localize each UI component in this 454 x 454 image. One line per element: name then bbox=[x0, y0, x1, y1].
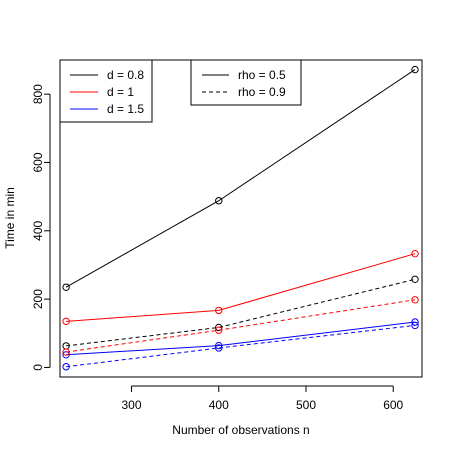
legend-box bbox=[59, 59, 153, 123]
series-line-0 bbox=[65, 69, 416, 288]
x-tick-label: 400 bbox=[209, 398, 229, 412]
y-axis-label: Time in min bbox=[3, 187, 17, 249]
series-line-5 bbox=[66, 324, 416, 368]
data-point bbox=[411, 249, 419, 258]
legend-box bbox=[190, 59, 302, 106]
y-axis: 0 200 400 600 800 bbox=[31, 84, 51, 371]
data-point bbox=[62, 283, 70, 291]
y-tick-label: 800 bbox=[31, 84, 45, 104]
data-point bbox=[215, 344, 223, 352]
legend-rho: rho = 0.5 rho = 0.9 bbox=[190, 59, 302, 106]
data-point bbox=[411, 65, 419, 74]
series-group bbox=[62, 65, 419, 371]
data-point bbox=[411, 318, 419, 326]
data-point bbox=[215, 306, 223, 315]
legend-label: d = 1.5 bbox=[107, 102, 144, 116]
x-tick-label: 300 bbox=[122, 398, 142, 412]
legend-label: d = 0.8 bbox=[107, 68, 144, 82]
data-point bbox=[62, 348, 70, 356]
data-point bbox=[215, 326, 223, 334]
x-tick-label: 500 bbox=[296, 398, 316, 412]
series-line-4 bbox=[66, 299, 416, 353]
data-point bbox=[411, 321, 419, 330]
y-tick-label: 0 bbox=[31, 364, 45, 371]
series-line-1 bbox=[66, 253, 416, 322]
legend-label: d = 1 bbox=[107, 85, 134, 99]
y-tick-label: 200 bbox=[31, 289, 45, 309]
data-point bbox=[215, 341, 223, 350]
data-point bbox=[411, 275, 419, 284]
y-tick-label: 400 bbox=[31, 220, 45, 240]
x-axis: 300 400 500 600 bbox=[122, 385, 404, 412]
x-axis-label: Number of observations n bbox=[172, 423, 309, 437]
data-point bbox=[411, 296, 419, 304]
x-tick-label: 600 bbox=[383, 398, 403, 412]
legend-d: d = 0.8 d = 1 d = 1.5 bbox=[59, 59, 153, 123]
series-line-2 bbox=[66, 321, 416, 356]
legend-label: rho = 0.5 bbox=[238, 68, 286, 82]
data-point bbox=[62, 317, 70, 326]
data-point bbox=[215, 197, 223, 205]
legend-label: rho = 0.9 bbox=[238, 85, 286, 99]
y-tick-label: 600 bbox=[31, 152, 45, 172]
series-line-3 bbox=[66, 278, 416, 347]
data-point bbox=[62, 363, 70, 371]
